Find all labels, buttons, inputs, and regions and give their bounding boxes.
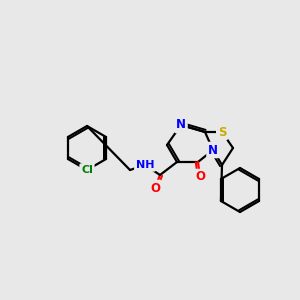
Text: N: N: [176, 118, 186, 131]
Text: O: O: [195, 170, 205, 184]
Text: O: O: [150, 182, 160, 194]
Text: Cl: Cl: [81, 165, 93, 175]
Text: S: S: [218, 125, 226, 139]
Text: N: N: [208, 143, 218, 157]
Text: NH: NH: [136, 160, 154, 170]
